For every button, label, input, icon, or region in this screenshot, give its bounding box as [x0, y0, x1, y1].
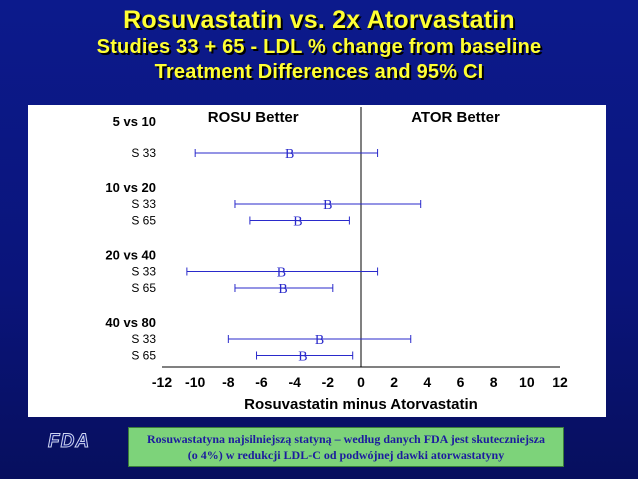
- slide-subtitle-2: Treatment Differences and 95% CI: [154, 61, 484, 83]
- x-axis-title: Rosuvastatin minus Atorvastatin: [244, 396, 478, 413]
- study-label: S 33: [131, 332, 156, 346]
- title-block: Rosuvastatin vs. 2x Atorvastatin Studies…: [0, 0, 638, 85]
- group-label: 40 vs 80: [105, 315, 156, 330]
- region-label-left: ROSU Better: [208, 109, 299, 126]
- point-estimate: B: [315, 333, 324, 348]
- group-label: 10 vs 20: [105, 180, 156, 195]
- x-tick-label: 0: [357, 374, 365, 390]
- x-tick-label: -6: [255, 374, 268, 390]
- x-tick-label: 2: [390, 374, 398, 390]
- fda-logo: FDA: [47, 431, 104, 453]
- x-tick-label: 12: [552, 374, 568, 390]
- point-estimate: B: [323, 198, 332, 213]
- point-estimate: B: [278, 282, 287, 297]
- point-estimate: B: [277, 266, 286, 281]
- group-label: 20 vs 40: [105, 248, 156, 263]
- study-label: S 33: [131, 265, 156, 279]
- fda-logo-text: FDA: [47, 431, 91, 453]
- x-tick-label: 10: [519, 374, 535, 390]
- region-label-right: ATOR Better: [411, 109, 500, 126]
- x-tick-label: -8: [222, 374, 235, 390]
- study-label: S 33: [131, 146, 156, 160]
- point-estimate: B: [293, 215, 302, 230]
- study-label: S 65: [131, 349, 156, 363]
- group-label: 5 vs 10: [113, 114, 156, 129]
- study-label: S 33: [131, 197, 156, 211]
- forest-plot: ROSU Better ATOR Better -12 -10 -8 -6 -4 -2 0 2 4 6…: [105, 107, 568, 413]
- note-box: Rosuwastatyna najsilniejszą statyną – we…: [128, 427, 564, 467]
- note-line-1: Rosuwastatyna najsilniejszą statyną – we…: [146, 432, 545, 446]
- note-line-2: (o 4%) w redukcji LDL-C od podwójnej daw…: [187, 448, 505, 462]
- study-label: S 65: [131, 281, 156, 295]
- point-estimate: B: [298, 350, 307, 365]
- point-estimate: B: [285, 147, 294, 162]
- slide-title: Rosuvastatin vs. 2x Atorvastatin: [123, 6, 515, 34]
- x-tick-label: 4: [423, 374, 431, 390]
- x-tick-label: -2: [322, 374, 335, 390]
- x-tick-label: -12: [152, 374, 172, 390]
- x-tick-label: 6: [457, 374, 465, 390]
- study-label: S 65: [131, 214, 156, 228]
- slide-subtitle: Studies 33 + 65 - LDL % change from base…: [96, 36, 542, 58]
- x-tick-label: -10: [185, 374, 205, 390]
- chart-panel: ROSU Better ATOR Better -12 -10 -8 -6 -4 -2 0 2 4 6…: [28, 105, 606, 417]
- x-tick-label: 8: [490, 374, 498, 390]
- x-tick-label: -4: [288, 374, 301, 390]
